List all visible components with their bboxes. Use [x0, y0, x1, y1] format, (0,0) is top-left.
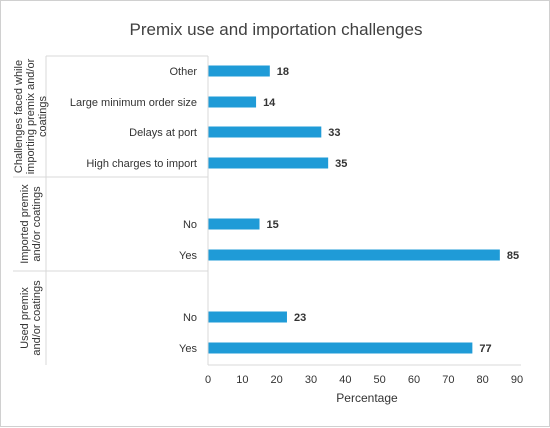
bar: [208, 249, 500, 261]
x-tick-label: 10: [236, 374, 248, 386]
data-label: 14: [263, 97, 276, 109]
category-labels: Other Large minimum order size Delays at p…: [70, 66, 198, 355]
category-label: Delays at port: [129, 127, 197, 139]
category-label: No: [183, 312, 197, 324]
bar: [208, 96, 257, 108]
x-axis-ticks: 0 10 20 30 40 50 60 70 80 90: [205, 374, 523, 386]
chart-title: Premix use and importation challenges: [130, 20, 423, 39]
group-labels: Challenges faced whileimporting premix a…: [13, 58, 49, 355]
bar: [208, 65, 270, 77]
bar: [208, 218, 260, 230]
category-label: No: [183, 219, 197, 231]
data-labels: 18 14 33 35 15 85 23 77: [263, 66, 519, 355]
group-label: Challenges faced whileimporting premix a…: [13, 58, 49, 174]
x-tick-label: 30: [305, 374, 317, 386]
category-label: High charges to import: [86, 158, 197, 170]
category-label: Yes: [179, 343, 197, 355]
data-label: 33: [328, 127, 340, 139]
data-label: 18: [277, 66, 289, 78]
bars: [208, 65, 500, 354]
bar: [208, 126, 322, 138]
bar: [208, 157, 329, 169]
data-label: 35: [335, 158, 347, 170]
x-axis-title: Percentage: [336, 391, 398, 405]
x-tick-label: 20: [271, 374, 283, 386]
x-tick-label: 0: [205, 374, 211, 386]
bar: [208, 342, 473, 354]
data-label: 23: [294, 312, 306, 324]
data-label: 77: [479, 343, 491, 355]
group-label: Imported premixand/or coatings: [19, 184, 43, 264]
x-tick-label: 50: [374, 374, 386, 386]
category-label: Yes: [179, 250, 197, 262]
data-label: 15: [267, 219, 279, 231]
data-label: 85: [507, 250, 519, 262]
category-label: Large minimum order size: [70, 97, 197, 109]
x-tick-label: 80: [477, 374, 489, 386]
group-dividers: [13, 55, 208, 365]
x-tick-label: 70: [442, 374, 454, 386]
category-label: Other: [169, 66, 197, 78]
x-tick-label: 60: [408, 374, 420, 386]
bar: [208, 311, 287, 323]
x-tick-label: 90: [511, 374, 523, 386]
x-tick-label: 40: [339, 374, 351, 386]
group-label: Used premixand/or coatings: [19, 280, 43, 356]
